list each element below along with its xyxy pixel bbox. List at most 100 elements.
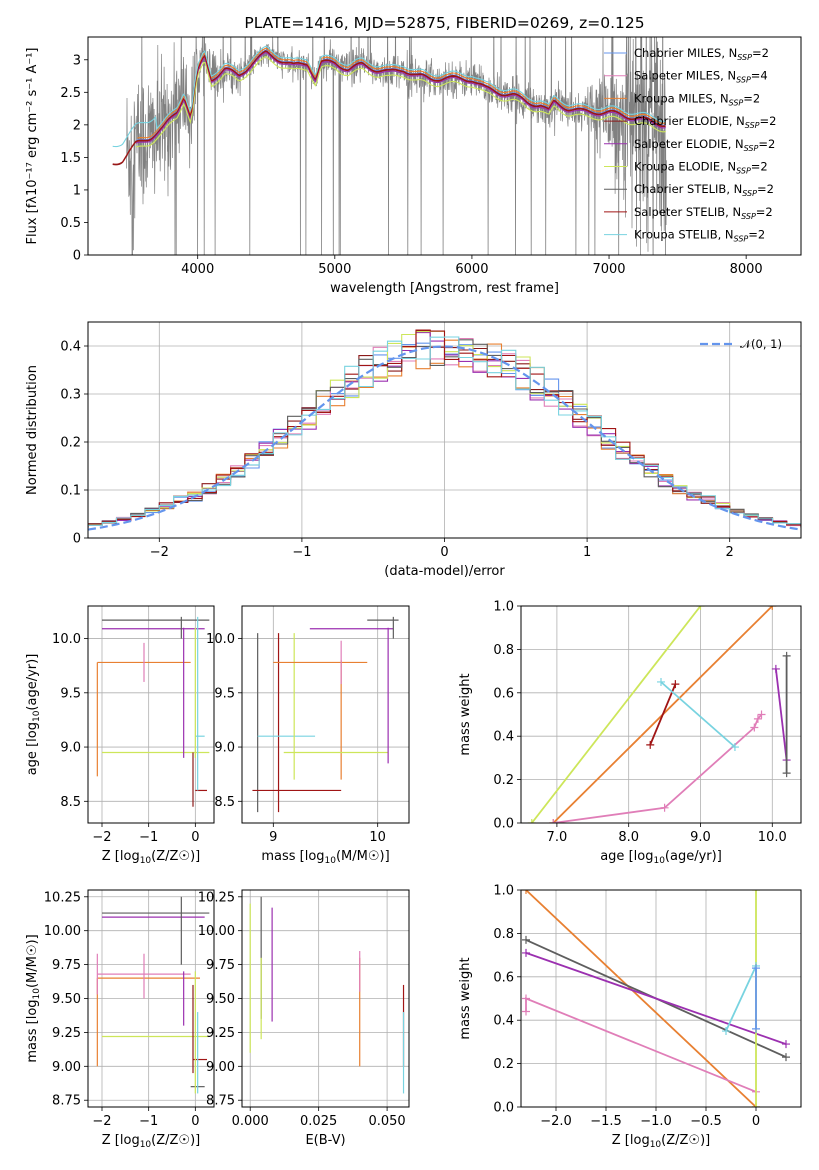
y-tick-label: 10.0 — [206, 632, 235, 647]
label-part: (M/M☉)] — [336, 849, 390, 864]
legend-text: Kroupa STELIB, N — [634, 228, 734, 242]
series-line-salpeter-elodie — [525, 952, 787, 1045]
legend-label: Salpeter STELIB, NSSP=2 — [634, 205, 773, 221]
series-point — [752, 1024, 760, 1033]
y-axis-label: mass weight — [458, 957, 473, 1039]
label-part: 10 — [32, 988, 42, 1000]
panel-8: −2.0 −1.5 −1.0 −0.5 0 0.0 0.2 0.4 0.6 0.8 1.0 Z [lo… — [458, 884, 802, 1150]
legend-label: Salpeter ELODIE, NSSP=2 — [634, 137, 775, 153]
y-axis-label: mass weight — [458, 673, 473, 755]
y-tick-label: 0.4 — [60, 340, 81, 355]
series-point — [782, 769, 791, 778]
y-tick-label: 0.0 — [493, 817, 514, 832]
legend-label: Kroupa STELIB, NSSP=2 — [634, 228, 765, 244]
x-tick-label: 4000 — [181, 262, 214, 277]
legend-count: =2 — [743, 91, 760, 105]
x-tick-label: 5000 — [318, 262, 351, 277]
axes-frame — [87, 36, 802, 256]
series-line-kroupa-elodie — [531, 606, 702, 823]
x-tick-label: −2.0 — [540, 1114, 572, 1129]
histogram-salpeter-stelib — [88, 329, 801, 528]
axes-frame — [520, 605, 802, 824]
x-tick-label: 1 — [583, 545, 591, 560]
legend-count: =2 — [756, 205, 773, 219]
series-point — [722, 1027, 730, 1036]
y-tick-label: 10.00 — [198, 924, 235, 939]
y-tick-label: 1.5 — [60, 151, 81, 166]
x-tick-label: 0.025 — [300, 1114, 337, 1129]
x-tick-label: −2 — [92, 830, 111, 845]
series-point — [522, 1007, 530, 1016]
y-tick-label: 0.8 — [493, 927, 514, 942]
series-point — [527, 819, 536, 823]
series-point — [753, 714, 762, 723]
y-tick-label: 9.75 — [52, 958, 81, 973]
legend-sub: SSP — [741, 212, 756, 221]
plot-area — [252, 616, 399, 813]
series-point — [750, 723, 759, 732]
x-tick-label: −1.0 — [640, 1114, 672, 1129]
y-tick-label: 2.5 — [60, 86, 81, 101]
series-point — [646, 740, 655, 749]
plot-area — [88, 329, 801, 531]
label-part: Z [log — [612, 1133, 650, 1148]
y-tick-label: 0 — [73, 532, 81, 547]
series-line-kroupa-stelib — [725, 965, 757, 1032]
legend-text: Kroupa ELODIE, N — [634, 160, 736, 174]
y-tick-label: 9.00 — [206, 1060, 235, 1075]
legend-count: =2 — [751, 160, 768, 174]
legend-count: =2 — [760, 114, 777, 128]
legend-text: Salpeter MILES, N — [634, 69, 736, 83]
legend-sub: SSP — [729, 98, 744, 107]
legend-count: =2 — [757, 182, 774, 196]
y-tick-label: 0.4 — [493, 1014, 514, 1029]
y-axis-label: Flux [fλ10⁻¹⁷ erg cm⁻² s⁻¹ A⁻¹] — [25, 48, 40, 245]
y-tick-label: 0.4 — [493, 730, 514, 745]
series-line-salpeter-elodie — [775, 668, 788, 761]
y-tick-label: 0 — [73, 249, 81, 264]
series-point — [660, 803, 669, 812]
label-part: (Z/Z☉)] — [661, 1133, 710, 1148]
y-tick-label: 8.5 — [60, 795, 81, 810]
y-tick-label: 9.50 — [206, 992, 235, 1007]
x-axis-label: E(B-V) — [305, 1133, 345, 1148]
legend-text: Chabrier MILES, N — [634, 46, 737, 60]
series-line-kroupa-stelib — [660, 681, 736, 748]
label-part: mass weight — [458, 957, 473, 1039]
normal-curve — [88, 345, 801, 531]
legend-sub: SSP — [736, 76, 751, 85]
legend-count: =2 — [748, 228, 765, 242]
y-tick-label: 0.2 — [493, 773, 514, 788]
label-part: E(B-V) — [305, 1133, 345, 1148]
axes-frame — [241, 605, 410, 824]
x-tick-label: 0 — [752, 1114, 760, 1129]
model-line-kroupa-elodie — [135, 55, 666, 148]
x-tick-label: 9 — [269, 830, 277, 845]
panel-2: −2 −1 0 1 2 0 0.1 0.2 0.3 0.4 (data-model)/error No… — [25, 321, 802, 579]
series-point — [522, 994, 530, 1003]
label-part: Flux [fλ10⁻¹⁷ erg cm⁻² s⁻¹ A⁻¹] — [25, 48, 40, 245]
x-tick-label: −1 — [292, 545, 311, 560]
plot-area — [96, 616, 210, 807]
label-part: 10 — [140, 856, 152, 866]
plot-area — [249, 896, 405, 1094]
x-axis-label: (data-model)/error — [384, 564, 505, 579]
legend-text: Kroupa MILES, N — [634, 91, 729, 105]
x-tick-label: 8.0 — [618, 830, 639, 845]
x-tick-label: −0.5 — [690, 1114, 722, 1129]
legend-label: 𝒩(0, 1) — [740, 337, 782, 351]
y-tick-label: 0.2 — [60, 436, 81, 451]
y-tick-label: 9.50 — [52, 992, 81, 1007]
series-line-salpeter-miles — [525, 997, 757, 1093]
y-tick-label: 0.2 — [493, 1057, 514, 1072]
legend-count: =2 — [752, 46, 769, 60]
panel-3: −2 −1 08.59.09.510.0Z [log10(Z/Z☉)]age [lo… — [25, 605, 215, 866]
label-part: Normed distribution — [25, 365, 40, 495]
label-part: mass weight — [458, 673, 473, 755]
legend-text: Chabrier ELODIE, N — [634, 114, 745, 128]
x-tick-label: 10.0 — [758, 830, 787, 845]
series-line-salpeter-miles — [553, 713, 763, 823]
y-tick-label: 1 — [73, 183, 81, 198]
series-point — [696, 606, 705, 610]
